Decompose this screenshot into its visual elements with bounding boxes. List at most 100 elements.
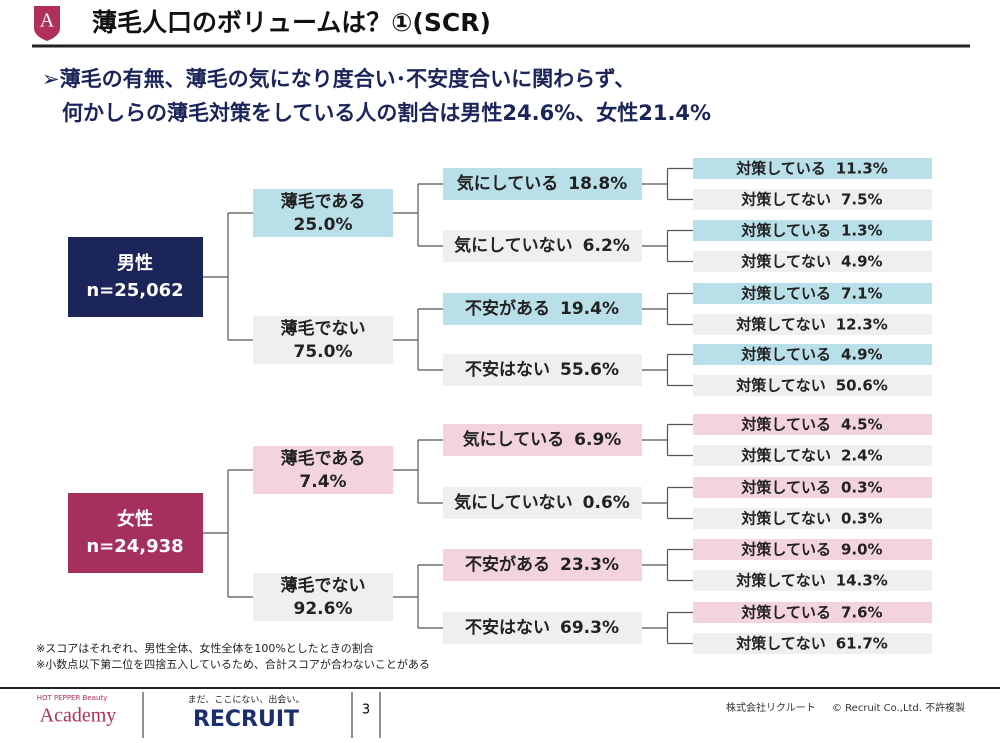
value: 2.4% [841,446,883,464]
box-text: 対策してない 61.7% [735,634,888,652]
value: 14.3% [836,571,888,589]
leaf-box [693,508,932,529]
branch-value: 7.4% [299,472,346,492]
label: 対策している [740,221,831,239]
value: 7.6% [841,603,883,621]
label: 対策してない [735,634,826,652]
branch-value: 75.0% [294,342,353,362]
box-text: 対策している 7.6% [740,603,882,621]
label: 対策している [740,603,831,621]
value: 1.3% [841,221,883,239]
leaf-box [693,602,932,623]
logo-letter: A [40,10,55,32]
title: 薄毛人口のボリュームは？①(SCR) [92,8,491,37]
label: 不安がある [465,554,550,575]
label: 対策している [740,478,831,496]
box-text: 不安がある 19.4% [465,298,619,319]
leaf-box [693,633,932,654]
branch-value: 92.6% [294,599,353,619]
value: 50.6% [836,376,888,394]
value: 7.5% [841,190,883,208]
box-text: 不安はない 69.3% [465,617,619,638]
value: 0.3% [841,478,883,496]
value: 0.3% [841,509,883,527]
root-box [68,237,203,317]
value: 7.1% [841,284,883,302]
label: 対策している [740,345,831,363]
label: 対策している [740,415,831,433]
leaf-box [693,220,932,241]
value: 9.0% [841,540,883,558]
leaf-box [693,314,932,335]
label: 対策してない [735,571,826,589]
logo-shield [34,6,60,41]
leaf-box [693,283,932,304]
value: 6.9% [574,430,621,450]
box-text: 対策してない 2.4% [740,446,882,464]
leaf-box [693,189,932,210]
leaf-box [693,539,932,560]
branch-box [253,316,393,364]
label: 対策している [740,284,831,302]
label: 気にしている [456,173,559,194]
label: 不安はない [465,359,550,380]
note: ※小数点以下第二位を四捨五入しているため、合計スコアが合わないことがある [36,657,430,671]
box-text: 対策している 4.5% [740,415,882,433]
value: 61.7% [836,634,888,652]
footer-logo-small: HOT PEPPER Beauty [37,694,108,702]
footer-logo: Academy [40,705,117,727]
box-text: 対策している 1.3% [740,221,882,239]
box-text: 対策している 7.1% [740,284,882,302]
value: 11.3% [836,159,888,177]
subtitle: 何かしらの薄毛対策をしている人の割合は男性24.6%、女性21.4% [62,101,711,125]
box-text: 気にしている 18.8% [456,173,627,194]
box-text: 対策している 0.3% [740,478,882,496]
sub-box [443,230,642,262]
leaf-box [693,477,932,498]
sub-box [443,293,642,325]
branch-box [253,446,393,494]
label: 対策してない [740,252,831,270]
leaf-box [693,251,932,272]
sub-box [443,612,642,644]
value: 12.3% [836,315,888,333]
value: 19.4% [560,299,619,319]
box-text: 対策してない 7.5% [740,190,882,208]
label: 気にしていない [453,492,573,513]
sub-box [443,354,642,386]
copyright: © Recruit Co.,Ltd. 不許複製 [832,701,965,714]
leaf-box [693,375,932,396]
label: 対策してない [735,376,826,394]
box-text: 気にしていない 0.6% [453,492,630,513]
label: 対策してない [740,190,831,208]
branch-label: 薄毛である [281,191,366,212]
box-text: 対策してない 0.3% [740,509,882,527]
note: ※スコアはそれぞれ、男性全体、女性全体を100%としたときの割合 [36,641,374,655]
branch-label: 薄毛でない [281,575,366,596]
label: 対策してない [740,509,831,527]
value: 4.5% [841,415,883,433]
tagline: まだ、ここにない、出会い。 [188,694,305,706]
leaf-box [693,570,932,591]
box-text: 対策してない 50.6% [735,376,888,394]
box-text: 対策している 9.0% [740,540,882,558]
label: 対策してない [740,446,831,464]
branch-label: 薄毛である [281,448,366,469]
value: 23.3% [560,555,619,575]
box-text: 不安がある 23.3% [465,554,619,575]
value: 4.9% [841,252,883,270]
value: 18.8% [568,174,627,194]
root-label: 女性 [117,508,153,530]
value: 6.2% [583,236,630,256]
value: 55.6% [560,360,619,380]
box-text: 対策してない 12.3% [735,315,888,333]
sub-box [443,549,642,581]
label: 対策している [740,540,831,558]
label: 気にしている [462,429,565,450]
box-text: 気にしていない 6.2% [453,235,630,256]
branch-box [253,573,393,621]
label: 対策している [735,159,826,177]
leaf-box [693,344,932,365]
